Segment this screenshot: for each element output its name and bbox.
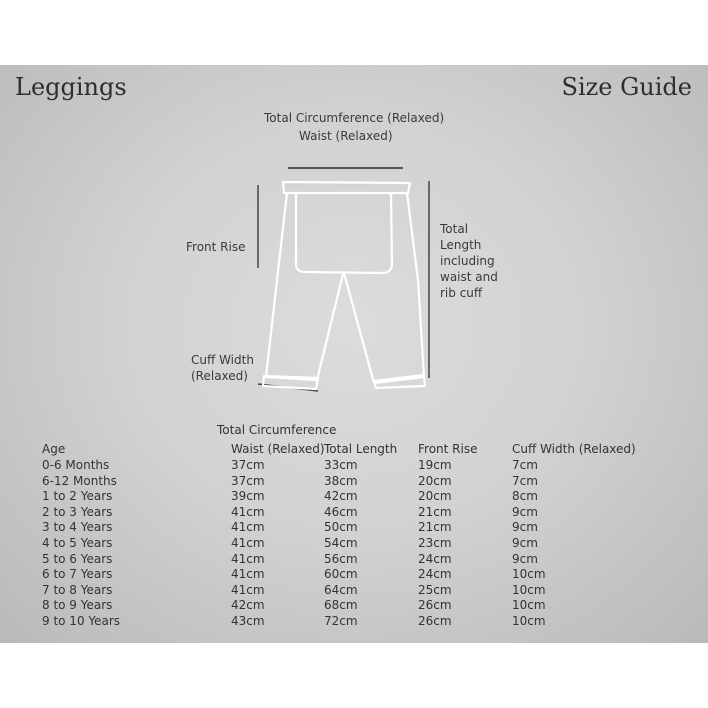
column-header: Front Rise	[418, 442, 478, 456]
measurement-cell: 10cm	[512, 598, 546, 613]
measurement-cell: 41cm	[231, 520, 265, 535]
column-header: Cuff Width (Relaxed)	[512, 442, 636, 456]
measurement-cell: 72cm	[324, 614, 358, 628]
age-cell: 2 to 3 Years	[42, 504, 113, 519]
measurement-cell: 41cm	[231, 551, 265, 566]
age-cell: 0-6 Months	[42, 458, 110, 472]
measurement-cell: 64cm	[324, 582, 358, 597]
measurement-cell: 37cm	[231, 473, 265, 488]
measurement-cell: 26cm	[418, 614, 452, 628]
measurement-cell: 24cm	[418, 551, 452, 566]
age-cell: 5 to 6 Years	[42, 551, 113, 566]
column-header: Age	[42, 442, 66, 456]
measurement-cell: 60cm	[324, 567, 358, 582]
measurement-cell: 9cm	[512, 504, 538, 519]
measurement-cell: 26cm	[418, 598, 452, 613]
measurement-cell: 21cm	[418, 504, 452, 519]
measurement-cell: 7cm	[512, 458, 538, 472]
total-length-line: including	[440, 254, 495, 268]
measurement-cell: 41cm	[231, 504, 265, 519]
measurement-cell: 39cm	[231, 489, 265, 504]
leggings-diagram	[257, 167, 430, 392]
measurement-cell: 21cm	[418, 520, 452, 535]
measurement-cell: 9cm	[512, 551, 538, 566]
measurement-cell: 7cm	[512, 473, 538, 488]
measurement-cell: 8cm	[512, 489, 538, 504]
cuff-label-line: (Relaxed)	[191, 369, 248, 383]
measurement-cell: 9cm	[512, 520, 538, 535]
age-cell: 4 to 5 Years	[42, 536, 113, 550]
measurement-cell: 25cm	[418, 582, 452, 597]
cuff-width-label: Cuff Width (Relaxed)	[191, 352, 254, 384]
product-title: Leggings	[15, 73, 127, 101]
measurement-cell: 41cm	[231, 582, 265, 597]
measurement-cell: 46cm	[324, 504, 358, 519]
age-cell: 6-12 Months	[42, 473, 117, 488]
age-cell: 1 to 2 Years	[42, 489, 113, 504]
measurement-cell: 42cm	[324, 489, 358, 504]
measurement-cell: 10cm	[512, 582, 546, 597]
circumference-label: Total Circumference (Relaxed)	[264, 111, 445, 125]
front-rise-label: Front Rise	[186, 240, 246, 254]
total-length-line: waist and	[440, 270, 498, 284]
measurement-cell: 68cm	[324, 598, 358, 613]
measurement-cell: 42cm	[231, 598, 265, 613]
measurement-cell: 37cm	[231, 458, 265, 472]
age-cell: 7 to 8 Years	[42, 582, 113, 597]
size-guide-panel: Leggings Size Guide Total Circumference …	[0, 65, 708, 643]
leggings-outline	[261, 180, 427, 391]
measurement-cell: 56cm	[324, 551, 358, 566]
age-cell: 3 to 4 Years	[42, 520, 113, 535]
age-cell: 6 to 7 Years	[42, 567, 113, 582]
measurement-cell: 41cm	[231, 536, 265, 550]
measurement-cell: 38cm	[324, 473, 358, 488]
total-length-label: Total Length including waist and rib cuf…	[440, 221, 498, 301]
measurement-cell: 10cm	[512, 614, 546, 628]
column-header: Total Length	[324, 442, 398, 456]
measurement-cell: 41cm	[231, 567, 265, 582]
total-length-line: Total	[440, 222, 469, 236]
measurement-cell: 24cm	[418, 567, 452, 582]
measurement-cell: 23cm	[418, 536, 452, 550]
measurement-cell: 19cm	[418, 458, 452, 472]
cuff-label-line: Cuff Width	[191, 353, 254, 367]
age-cell: 8 to 9 Years	[42, 598, 113, 613]
total-length-line: rib cuff	[440, 286, 483, 300]
measurement-cell: 33cm	[324, 458, 358, 472]
total-length-line: Length	[440, 238, 482, 252]
measurement-cell: 50cm	[324, 520, 358, 535]
measurement-cell: 20cm	[418, 473, 452, 488]
waist-label: Waist (Relaxed)	[299, 129, 393, 143]
measurement-cell: 20cm	[418, 489, 452, 504]
measurement-cell: 10cm	[512, 567, 546, 582]
table-super-header: Total Circumference	[217, 423, 337, 437]
measurement-cell: 43cm	[231, 614, 265, 628]
age-cell: 9 to 10 Years	[42, 614, 121, 628]
column-header: Waist (Relaxed)	[231, 442, 325, 456]
size-guide-title: Size Guide	[561, 73, 692, 101]
measurement-cell: 54cm	[324, 536, 358, 550]
measurement-cell: 9cm	[512, 536, 538, 550]
